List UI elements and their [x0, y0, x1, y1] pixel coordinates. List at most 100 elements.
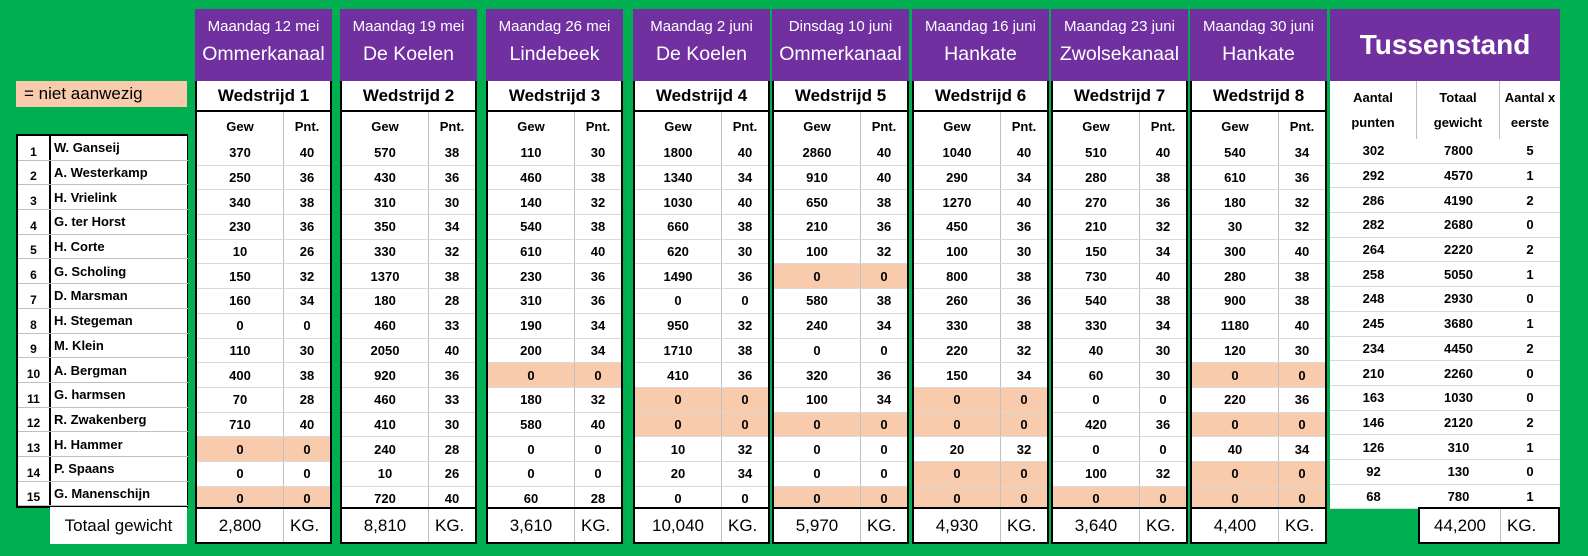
score-points: 40	[590, 244, 606, 260]
score-row: 540 38	[488, 215, 621, 240]
score-row: 610 36	[1192, 165, 1325, 191]
score-row: 320 36	[774, 363, 907, 388]
match-columns: Gew Pnt.	[195, 112, 332, 141]
score-points: 36	[1294, 392, 1310, 408]
standing-points: 282	[1362, 217, 1385, 233]
score-weight: 190	[488, 313, 575, 338]
score-weight: 0	[1192, 363, 1279, 387]
score-weight: 420	[1053, 412, 1140, 437]
score-points: 32	[737, 441, 753, 457]
score-row: 10 32	[635, 437, 768, 462]
participant-row: 4 G. ter Horst	[18, 210, 188, 235]
score-weight: 0	[774, 437, 861, 461]
participant-row: 11 G. harmsen	[18, 382, 188, 408]
score-row: 660 38	[635, 215, 768, 240]
score-weight: 900	[1192, 289, 1279, 313]
match-header: Maandag 30 juni Hankate	[1190, 9, 1327, 81]
score-row: 1270 40	[914, 190, 1047, 216]
match-total: 5,970 KG.	[772, 507, 909, 544]
score-row: 240 28	[342, 437, 475, 462]
score-points: 40	[299, 145, 315, 161]
score-weight: 150	[914, 363, 1001, 387]
score-points: 0	[1298, 416, 1306, 432]
score-weight: 0	[197, 437, 284, 461]
match-total-value: 4,930	[914, 509, 1001, 542]
match-body: 110 30 460 38 140 32 540 38 610 40 230 36 310 36 190 34…	[486, 141, 623, 512]
score-points: 0	[741, 490, 749, 506]
score-weight: 0	[1192, 486, 1279, 511]
score-points: 36	[444, 367, 460, 383]
match-title: Wedstrijd 6	[912, 81, 1049, 112]
score-row: 580 40	[488, 412, 621, 438]
score-points: 28	[590, 490, 606, 506]
score-points: 32	[876, 244, 892, 260]
score-weight: 350	[342, 215, 429, 239]
score-row: 10 26	[342, 461, 475, 487]
standing-panel: Tussenstand Aantal punten Totaal gewicht A…	[1330, 9, 1560, 510]
score-points: 34	[1294, 441, 1310, 457]
score-weight: 0	[488, 363, 575, 387]
score-points: 36	[876, 219, 892, 235]
score-weight: 210	[1053, 215, 1140, 239]
score-row: 100 32	[1053, 461, 1186, 487]
score-weight: 510	[1053, 141, 1140, 165]
participant-number: 1	[18, 136, 51, 160]
score-points: 36	[737, 268, 753, 284]
participant-row: 2 A. Westerkamp	[18, 160, 188, 186]
score-weight: 320	[774, 363, 861, 387]
score-weight: 260	[914, 289, 1001, 313]
match-body: 1040 40 290 34 1270 40 450 36 100 30 800 38 260 36 330…	[912, 141, 1049, 512]
score-weight: 0	[1192, 412, 1279, 437]
match-columns: Gew Pnt.	[633, 112, 770, 141]
standing-first: 1	[1526, 488, 1534, 504]
score-points: 0	[880, 441, 888, 457]
score-weight: 1710	[635, 338, 722, 363]
score-points: 0	[594, 367, 602, 383]
score-weight: 110	[488, 141, 575, 165]
score-points: 38	[299, 367, 315, 383]
score-points: 28	[444, 441, 460, 457]
score-points: 32	[1294, 194, 1310, 210]
participant-number: 13	[18, 432, 51, 456]
score-row: 150 34	[914, 363, 1047, 388]
score-weight: 0	[914, 387, 1001, 412]
score-row: 800 38	[914, 264, 1047, 290]
standing-weight: 2220	[1444, 242, 1473, 258]
score-weight: 70	[197, 387, 284, 412]
match-location: De Koelen	[362, 43, 455, 65]
score-row: 110 30	[488, 141, 621, 166]
score-row: 330 32	[342, 239, 475, 265]
score-points: 40	[1016, 194, 1032, 210]
score-weight: 210	[774, 215, 861, 239]
score-row: 260 36	[914, 289, 1047, 314]
score-weight: 410	[635, 363, 722, 387]
match-location: Hankate	[1222, 43, 1295, 65]
match-date: Dinsdag 10 juni	[788, 18, 893, 35]
score-weight: 710	[197, 412, 284, 437]
score-weight: 950	[635, 313, 722, 338]
standing-row: 264 2220 2	[1330, 238, 1560, 263]
score-weight: 160	[197, 289, 284, 313]
match-body: 570 38 430 36 310 30 350 34 330 32 1370 38 180 28 460 3…	[340, 141, 477, 512]
standing-title: Tussenstand	[1330, 9, 1560, 81]
participant-number: 11	[18, 382, 51, 407]
standing-row: 248 2930 0	[1330, 287, 1560, 312]
score-weight: 280	[1053, 165, 1140, 190]
score-row: 2050 40	[342, 338, 475, 364]
score-weight: 620	[635, 239, 722, 264]
score-points: 36	[876, 367, 892, 383]
participant-number: 7	[18, 284, 51, 308]
score-weight: 300	[1192, 239, 1279, 264]
match-date: Maandag 16 juni	[925, 18, 1036, 35]
score-row: 30 32	[1192, 215, 1325, 240]
score-row: 450 36	[914, 215, 1047, 240]
participant-number: 15	[18, 481, 51, 506]
score-row: 120 30	[1192, 338, 1325, 364]
score-points: 34	[876, 318, 892, 334]
match-header: Maandag 2 juni De Koelen	[633, 9, 770, 81]
match-6: Maandag 16 juni Hankate Wedstrijd 6 Gew Pnt.…	[912, 9, 1049, 512]
